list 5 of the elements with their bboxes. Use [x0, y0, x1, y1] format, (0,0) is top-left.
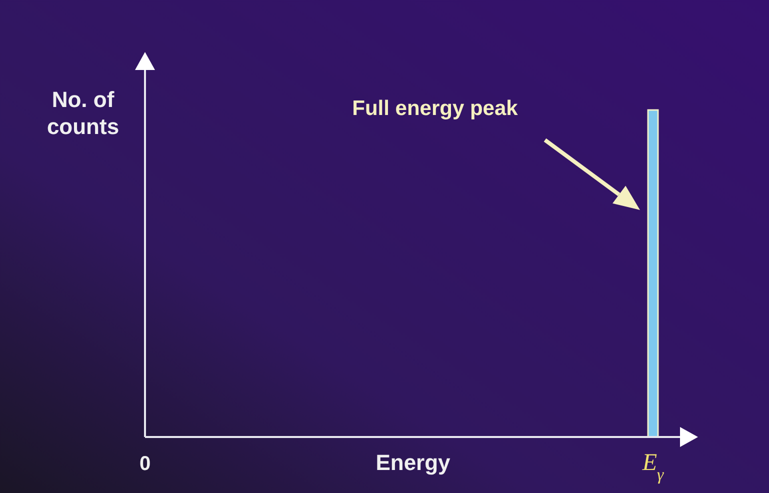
annotation: Full energy peak	[352, 97, 518, 120]
x-axis-title: Energy	[376, 450, 452, 475]
x-tick-label: 0	[139, 453, 151, 475]
x-tick-label: E$_{γ}$	[641, 450, 664, 484]
y-axis-title: No. of counts	[46, 87, 120, 139]
